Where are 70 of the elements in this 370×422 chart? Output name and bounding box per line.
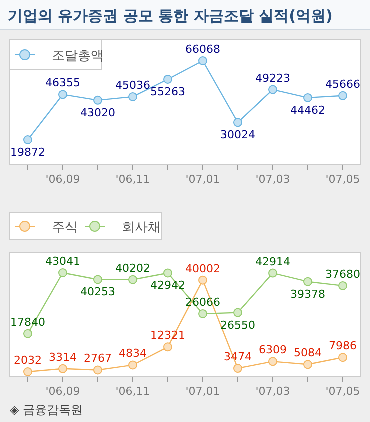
data-label: 44462	[290, 104, 326, 117]
x-tick-label: '07,05	[326, 385, 360, 398]
x-tick-label: '06,11	[116, 385, 150, 398]
point	[24, 329, 32, 338]
data-label: 5084	[294, 346, 322, 360]
x-tick-label: '06,09	[46, 173, 80, 186]
x-tick-label: '07,01	[186, 385, 220, 398]
point	[58, 364, 68, 374]
point	[304, 277, 312, 286]
point	[128, 360, 138, 370]
data-label: 42914	[256, 255, 290, 268]
point	[338, 281, 348, 290]
data-label: 40202	[116, 262, 150, 275]
x-tick-label: '06,11	[116, 173, 150, 186]
point	[128, 275, 138, 284]
point	[198, 56, 208, 66]
data-label: 40002	[186, 262, 220, 276]
point	[58, 268, 68, 278]
point	[304, 360, 312, 370]
point	[268, 357, 278, 366]
data-label: 30024	[220, 128, 256, 142]
data-label: 6309	[259, 344, 287, 357]
data-label: 49223	[256, 72, 290, 85]
legend-label: 회사채	[122, 220, 161, 236]
x-tick-label: '07,01	[186, 173, 220, 186]
legend-label: 주식	[52, 220, 78, 236]
data-label: 37680	[326, 268, 360, 281]
data-label: 26550	[220, 318, 256, 332]
data-label: 3314	[49, 350, 77, 364]
point	[198, 309, 208, 318]
point	[304, 93, 312, 102]
data-label: 46355	[46, 76, 80, 90]
point	[198, 276, 208, 285]
chart-title: 기업의 유가증권 공모 통한 자금조달 실적(억원)	[8, 7, 333, 25]
point	[268, 268, 278, 278]
point	[24, 368, 32, 376]
point	[128, 92, 138, 102]
data-label: 45666	[326, 78, 360, 91]
x-tick-label: '07,03	[256, 385, 290, 398]
point	[58, 90, 68, 100]
point	[234, 308, 242, 318]
data-label: 45036	[116, 78, 150, 92]
data-label: 39378	[290, 288, 326, 301]
data-label: 43041	[46, 255, 80, 268]
x-tick-label: '06,09	[46, 385, 80, 398]
data-label: 55263	[150, 85, 186, 98]
point	[164, 342, 172, 352]
data-label: 43020	[80, 106, 116, 120]
data-label: 66068	[186, 43, 220, 56]
point	[338, 91, 348, 100]
point	[234, 364, 242, 374]
point	[164, 74, 172, 84]
data-label: 40253	[80, 286, 116, 299]
data-label: 2032	[14, 354, 42, 367]
point	[234, 118, 242, 128]
data-label: 2767	[84, 352, 112, 366]
point	[24, 136, 32, 144]
data-label: 4834	[119, 347, 147, 360]
text: ◈ 금융감독원	[10, 403, 84, 417]
data-label: 7986	[329, 340, 357, 353]
point	[338, 353, 348, 362]
x-tick-label: '07,05	[326, 173, 360, 186]
x-tick-label: '07,03	[256, 173, 290, 186]
point	[164, 268, 172, 278]
point	[94, 366, 102, 375]
legend-label: 조달총액	[52, 49, 104, 64]
point	[268, 85, 278, 94]
point	[94, 275, 102, 284]
point	[94, 96, 102, 105]
data-label: 19872	[10, 146, 46, 159]
